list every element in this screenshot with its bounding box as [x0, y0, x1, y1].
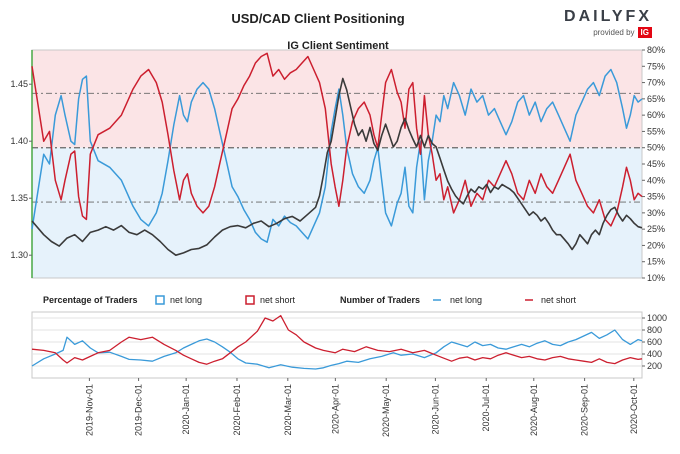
right-tick-label: 75% [647, 61, 665, 71]
lower-tick-label: 1000 [647, 313, 667, 323]
traders-plot-area: 200 400 600 800 1000 [31, 311, 667, 379]
right-tick-label: 65% [647, 94, 665, 104]
x-tick-group: 2020-Jul-01 [481, 384, 491, 432]
lower-tick-label: 200 [647, 361, 662, 371]
x-tick-group: 2020-Oct-01 [629, 384, 639, 434]
legend-percentage-title: Percentage of Traders [43, 295, 138, 305]
x-tick-label: 2020-May-01 [381, 384, 391, 437]
provided-by-text: provided by [593, 28, 635, 37]
left-tick-label: 1.40 [10, 136, 28, 146]
x-tick-group: 2019-Nov-01 [84, 384, 94, 436]
chart-subtitle: IG Client Sentiment [287, 40, 389, 52]
lower-tick-label: 800 [647, 325, 662, 335]
chart-title: USD/CAD Client Positioning [231, 11, 404, 26]
traders-line-net-long [31, 329, 643, 370]
x-tick-label: 2020-Mar-01 [283, 384, 293, 436]
right-tick-label: 50% [647, 143, 665, 153]
right-tick-label: 70% [647, 78, 665, 88]
left-tick-label: 1.35 [10, 193, 28, 203]
x-tick-group: 2020-Sep-01 [580, 384, 590, 436]
x-axis: 2019-Nov-01 2019-Dec-01 2020-Jan-01 2020-Fe… [84, 378, 639, 437]
right-tick-label: 30% [647, 208, 665, 218]
x-tick-group: 2020-May-01 [381, 384, 391, 437]
legend-num-short-label: net short [541, 295, 577, 305]
x-tick-group: 2020-Jan-01 [181, 384, 191, 435]
dailyfx-logo: DAILYFX provided by IG [564, 8, 652, 38]
x-tick-label: 2020-Sep-01 [580, 384, 590, 436]
x-tick-label: 2020-Jan-01 [181, 384, 191, 435]
x-tick-label: 2020-Aug-01 [529, 384, 539, 436]
ig-badge: IG [637, 27, 652, 38]
lower-tick-label: 400 [647, 349, 662, 359]
legend-num-long-label: net long [450, 295, 482, 305]
right-tick-label: 10% [647, 273, 665, 283]
x-tick-group: 2019-Dec-01 [134, 384, 144, 436]
right-tick-label: 60% [647, 110, 665, 120]
legend-pct-long-swatch [155, 295, 165, 305]
series-line-net-short [31, 52, 643, 227]
legend-pct-long-label: net long [170, 295, 202, 305]
right-tick-label: 45% [647, 159, 665, 169]
brand-daily: DAILY [564, 8, 626, 25]
x-tick-group: 2020-Mar-01 [283, 384, 293, 436]
brand-fx: FX [625, 8, 652, 25]
legend-number-title: Number of Traders [340, 295, 420, 305]
right-tick-label: 35% [647, 192, 665, 202]
left-tick-label: 1.45 [10, 79, 28, 89]
series-line-net-long [31, 68, 643, 243]
x-tick-label: 2019-Dec-01 [134, 384, 144, 436]
x-tick-label: 2019-Nov-01 [84, 384, 94, 436]
right-tick-label: 25% [647, 224, 665, 234]
lower-plot-frame [31, 311, 643, 379]
legend-bar: Percentage of Traders net long net short Nu… [43, 295, 577, 305]
x-tick-group: 2020-Feb-01 [232, 384, 242, 436]
x-tick-label: 2020-Jul-01 [481, 384, 491, 432]
x-tick-label: 2020-Jun-01 [430, 384, 440, 435]
traders-line-net-short [31, 314, 643, 365]
x-tick-group: 2020-Jun-01 [430, 384, 440, 435]
x-tick-label: 2020-Feb-01 [232, 384, 242, 436]
right-tick-label: 15% [647, 257, 665, 267]
right-tick-label: 80% [647, 45, 665, 55]
left-tick-label: 1.30 [10, 250, 28, 260]
lower-tick-label: 600 [647, 337, 662, 347]
net-long-zone [32, 147, 642, 278]
legend-pct-short-swatch [245, 295, 255, 305]
right-tick-label: 55% [647, 126, 665, 136]
legend-pct-short-label: net short [260, 295, 296, 305]
x-tick-group: 2020-Apr-01 [330, 384, 340, 434]
x-tick-label: 2020-Apr-01 [330, 384, 340, 434]
right-tick-label: 40% [647, 175, 665, 185]
x-tick-label: 2020-Oct-01 [629, 384, 639, 434]
series-line-usd-cad [31, 77, 643, 256]
x-tick-group: 2020-Aug-01 [529, 384, 539, 436]
main-plot-area: 10% 15% 20% 25% 30% 35% 40% 45% 50% 55% 60% 65% 70% 7… [10, 45, 665, 283]
right-tick-label: 20% [647, 240, 665, 250]
